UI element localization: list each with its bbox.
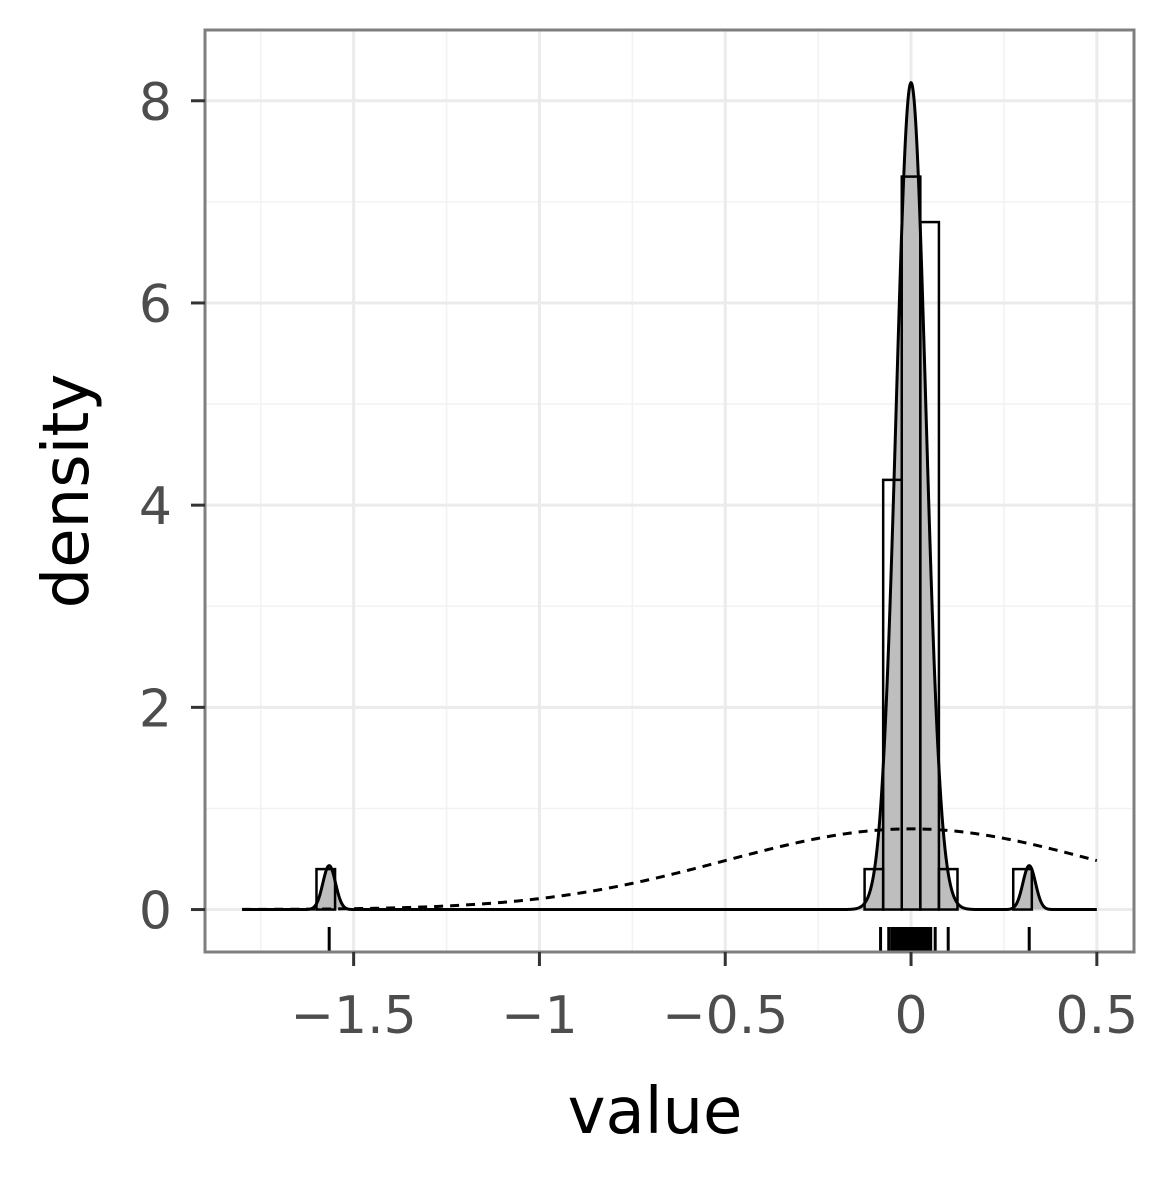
x-axis: −1.5 −1 −0.5 0 0.5 — [290, 952, 1138, 1046]
x-axis-title: value — [568, 1075, 743, 1149]
y-tick-label: 0 — [139, 882, 172, 942]
histogram-bar — [919, 220, 941, 911]
y-axis: 0 2 4 6 8 — [139, 73, 205, 942]
plot-background — [205, 30, 1134, 952]
density-fill — [242, 82, 1097, 910]
y-axis-title: density — [30, 374, 104, 609]
rug-ticks — [327, 927, 1031, 952]
y-tick-label: 4 — [139, 477, 172, 537]
y-tick-label: 2 — [139, 679, 172, 739]
x-tick-label: −1.5 — [290, 986, 416, 1046]
plot-border — [203, 28, 1136, 954]
histogram-bars — [242, 80, 1097, 912]
y-tick-label: 8 — [139, 73, 172, 133]
density-curve-line — [242, 80, 1097, 912]
x-tick-label: −1 — [501, 986, 578, 1046]
histogram-bar — [1011, 867, 1034, 911]
minor-gridlines — [205, 30, 1134, 952]
y-tick-label: 6 — [139, 275, 172, 335]
x-tick-label: 0.5 — [1055, 986, 1138, 1046]
x-tick-label: −0.5 — [662, 986, 788, 1046]
x-tick-label: 0 — [894, 986, 927, 1046]
kernel-density-area — [242, 82, 1097, 910]
